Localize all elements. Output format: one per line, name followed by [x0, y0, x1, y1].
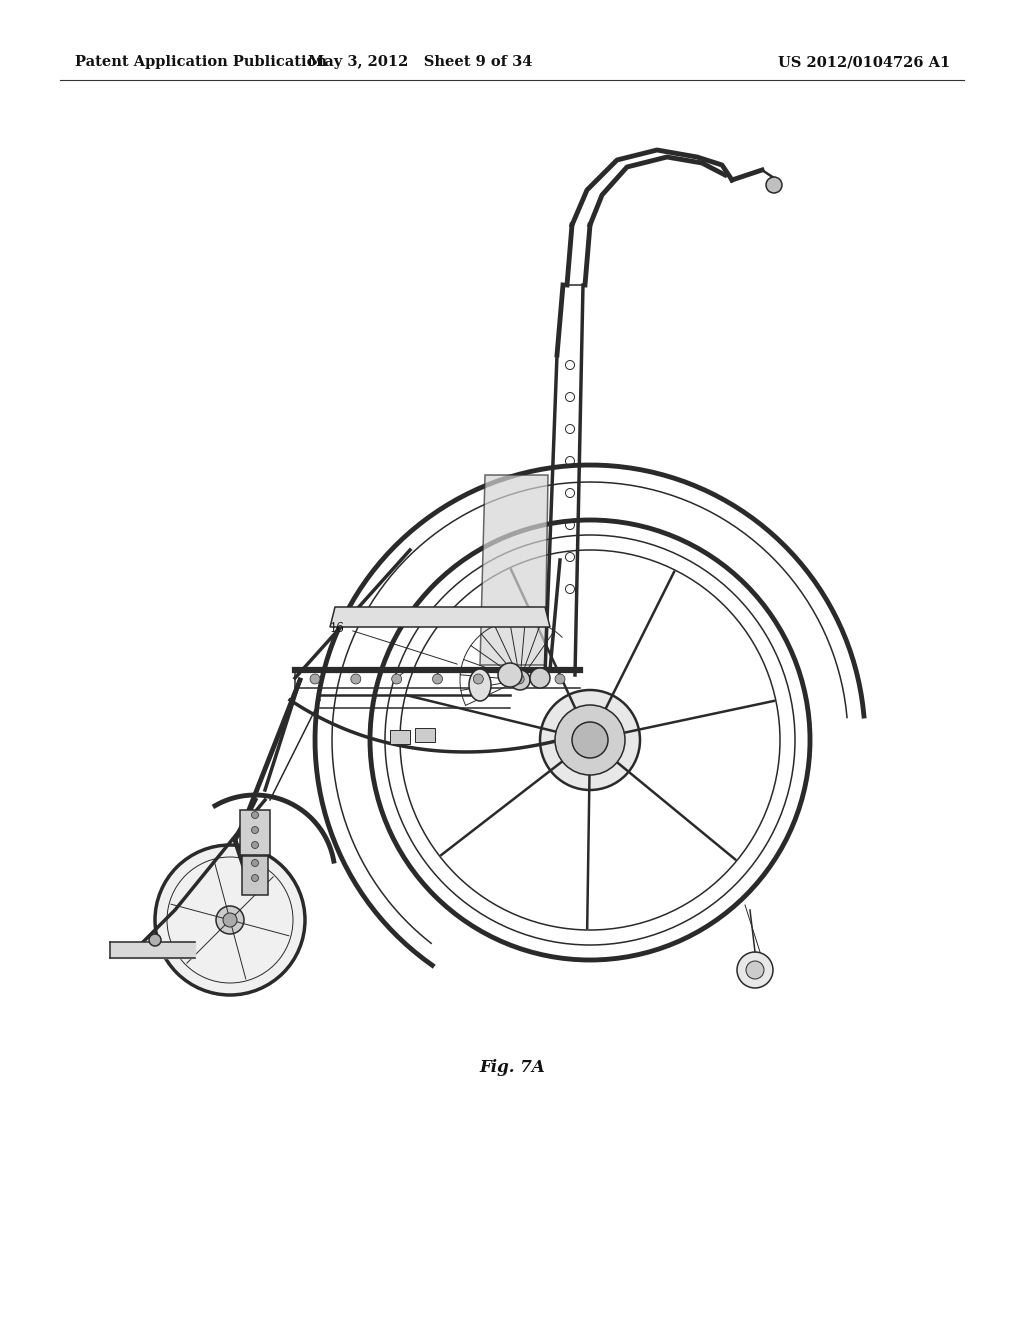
Circle shape	[252, 812, 258, 818]
Circle shape	[572, 722, 608, 758]
Circle shape	[252, 874, 258, 882]
Polygon shape	[330, 607, 550, 627]
Circle shape	[746, 961, 764, 979]
Text: US 2012/0104726 A1: US 2012/0104726 A1	[778, 55, 950, 69]
Circle shape	[223, 913, 237, 927]
Circle shape	[473, 675, 483, 684]
Circle shape	[432, 675, 442, 684]
Circle shape	[310, 675, 319, 684]
Circle shape	[555, 675, 565, 684]
Circle shape	[498, 663, 522, 686]
Circle shape	[155, 845, 305, 995]
Polygon shape	[240, 810, 270, 855]
Circle shape	[391, 675, 401, 684]
Circle shape	[150, 935, 161, 946]
Circle shape	[540, 690, 640, 789]
Ellipse shape	[469, 669, 490, 701]
Text: 16: 16	[330, 622, 345, 635]
Polygon shape	[242, 855, 268, 895]
Circle shape	[766, 177, 782, 193]
Circle shape	[216, 906, 244, 935]
Circle shape	[252, 842, 258, 849]
Circle shape	[351, 675, 360, 684]
Text: Fig. 7A: Fig. 7A	[479, 1060, 545, 1077]
Text: May 3, 2012   Sheet 9 of 34: May 3, 2012 Sheet 9 of 34	[308, 55, 532, 69]
Circle shape	[252, 826, 258, 833]
Circle shape	[252, 859, 258, 866]
Circle shape	[510, 671, 530, 690]
Circle shape	[514, 675, 524, 684]
Circle shape	[555, 705, 625, 775]
Circle shape	[737, 952, 773, 987]
Polygon shape	[390, 730, 410, 744]
Circle shape	[530, 668, 550, 688]
Polygon shape	[415, 729, 435, 742]
Text: Patent Application Publication: Patent Application Publication	[75, 55, 327, 69]
Polygon shape	[480, 475, 548, 665]
